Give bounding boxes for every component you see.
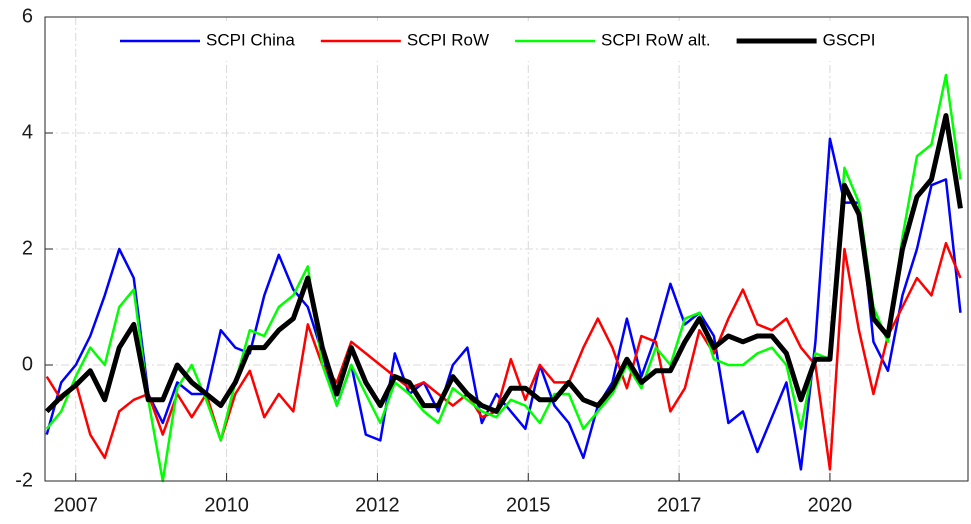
x-tick-label: 2007 <box>53 494 98 516</box>
legend-label: GSCPI <box>823 30 876 49</box>
x-tick-label: 2020 <box>808 494 853 516</box>
x-tick-label: 2012 <box>355 494 400 516</box>
axes: -2 0 2 4 6 2007 2010 2012 2015 2017 2020 <box>15 5 852 516</box>
plot-lines <box>44 73 963 483</box>
y-tick-label: -2 <box>15 469 33 491</box>
y-tick-label: 0 <box>22 353 33 375</box>
y-tick-label: 4 <box>22 121 33 143</box>
y-tick-label: 6 <box>22 5 33 27</box>
legend-label: SCPI China <box>206 30 295 49</box>
legend-label: SCPI RoW <box>407 30 489 49</box>
legend-label: SCPI RoW alt. <box>601 30 711 49</box>
x-tick-label: 2015 <box>506 494 551 516</box>
legend: SCPI China SCPI RoW SCPI RoW alt. GSCPI <box>112 21 964 61</box>
series-line <box>44 113 963 414</box>
series-line <box>45 241 962 471</box>
y-tick-label: 2 <box>22 237 33 259</box>
x-tick-label: 2010 <box>204 494 249 516</box>
series-line <box>45 73 962 483</box>
x-tick-label: 2017 <box>657 494 702 516</box>
